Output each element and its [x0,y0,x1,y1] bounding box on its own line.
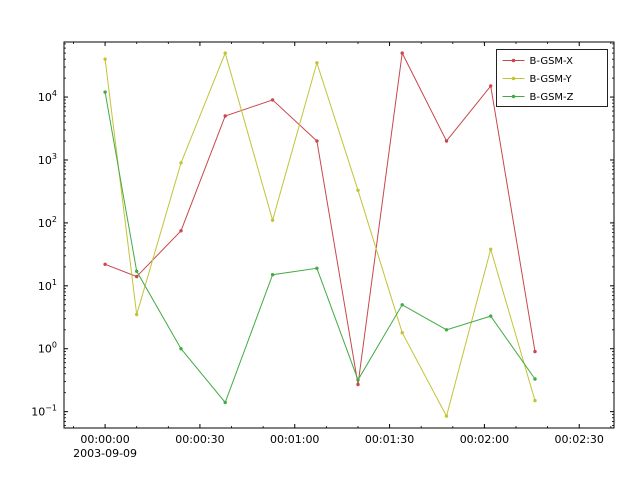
data-point-marker [179,347,183,351]
data-point-marker [489,247,493,251]
data-point-marker [356,188,360,192]
x-tick-label: 00:00:00 [80,433,129,446]
data-point-marker [400,303,404,307]
data-point-marker [270,218,275,222]
data-point-marker [444,414,449,418]
data-point-marker [400,331,404,335]
data-point-marker [223,114,227,118]
data-point-marker [315,139,319,143]
x-tick-label: 00:02:30 [555,433,604,446]
x-tick-label: 00:01:00 [270,433,319,446]
data-point-marker [135,274,139,279]
data-point-marker [444,139,449,143]
data-point-marker [270,98,275,102]
x-axis: 00:00:00 00:00:30 00:01:00 00:01:30 00:02:00… [73,42,612,460]
y-tick-label: 100 [38,341,57,356]
data-point-marker [103,57,107,61]
data-point-marker [103,90,107,94]
data-point-marker [489,84,493,88]
data-point-marker [179,229,183,233]
y-axis: 10−1 100 101 102 103 104 [31,43,614,427]
x-tick-label: 00:02:00 [460,433,509,446]
x-axis-date-label: 2003-09-09 [73,447,137,460]
data-point-marker [400,51,404,55]
data-point-marker [223,400,227,405]
legend-label: B-GSM-Y [530,74,573,85]
data-point-marker [533,349,537,354]
y-tick-label: 104 [38,89,57,104]
data-point-marker [444,328,449,332]
legend: B-GSM-X B-GSM-Y B-GSM-Z [496,49,608,107]
data-point-marker [356,382,360,387]
data-point-marker [533,398,537,403]
data-point-marker [270,273,275,277]
data-point-marker [103,262,107,266]
data-point-marker [315,61,319,65]
legend-marker-sample [511,94,516,99]
data-point-marker [533,377,537,381]
series-B-GSM-Z [103,90,537,405]
y-tick-label: 103 [38,152,57,167]
x-tick-label: 00:00:30 [175,433,224,446]
data-point-marker [135,269,139,273]
series-B-GSM-X [103,51,537,387]
data-point-marker [489,314,493,318]
y-tick-label: 10−1 [31,404,57,419]
data-point-marker [315,266,319,270]
series-B-GSM-Y [103,51,537,418]
x-tick-label: 00:01:30 [365,433,414,446]
legend-label: B-GSM-X [530,56,574,67]
data-point-marker [179,161,183,165]
legend-marker-sample [511,76,516,81]
y-tick-label: 101 [38,278,57,293]
y-tick-label: 102 [38,215,57,230]
data-point-marker [223,51,227,55]
data-point-marker [356,378,360,382]
legend-marker-sample [511,58,516,63]
legend-label: B-GSM-Z [530,92,574,103]
data-point-marker [135,312,139,317]
